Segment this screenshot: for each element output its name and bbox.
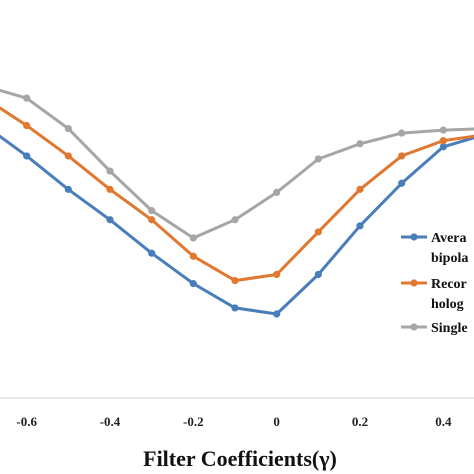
series-2 — [0, 106, 474, 285]
data-point — [189, 280, 197, 288]
data-point — [64, 185, 72, 193]
data-point — [189, 234, 197, 242]
data-point — [148, 216, 156, 224]
series-line — [0, 88, 474, 240]
data-point — [106, 185, 114, 193]
data-point — [273, 270, 281, 279]
data-point — [64, 124, 72, 133]
legend-label: Avera — [431, 231, 467, 246]
legend-label: bipola — [431, 251, 468, 266]
legend-swatch-marker — [410, 233, 418, 241]
legend-label: holog — [431, 297, 464, 312]
data-point — [398, 129, 406, 137]
data-point — [23, 94, 31, 102]
data-point — [231, 304, 239, 312]
x-tick-label: 0.2 — [352, 414, 368, 429]
x-tick-label: -0.2 — [183, 414, 204, 429]
data-point — [148, 207, 156, 215]
x-tick-label: 0.4 — [435, 414, 452, 429]
data-point — [106, 167, 114, 175]
legend: Avera bipola Recor holog Single — [401, 231, 468, 336]
data-point — [398, 152, 406, 160]
data-point — [398, 179, 406, 187]
x-tick-label: 0 — [273, 414, 280, 429]
legend-item: Avera bipola — [401, 231, 468, 266]
data-point — [439, 143, 447, 151]
data-point — [231, 216, 239, 224]
data-point — [314, 270, 322, 279]
data-point — [356, 140, 364, 148]
data-point — [439, 126, 447, 134]
legend-swatch-marker — [410, 279, 418, 287]
x-axis-label: Filter Coefficients(γ) — [143, 446, 337, 471]
series-3 — [0, 88, 474, 242]
data-point — [189, 252, 197, 260]
data-point — [231, 276, 239, 285]
x-tick-label: -0.6 — [16, 414, 37, 429]
data-point — [273, 188, 281, 196]
data-point — [273, 310, 281, 318]
data-point — [23, 152, 31, 160]
legend-item: Single — [401, 321, 468, 336]
x-tick-label: -0.4 — [100, 414, 121, 429]
data-point — [106, 216, 114, 224]
data-point — [314, 228, 322, 236]
data-point — [64, 152, 72, 160]
data-point — [356, 222, 364, 230]
axis-layer: -0.6 -0.4 -0.2 0 0.2 0.4 — [0, 397, 474, 429]
data-point — [439, 137, 447, 145]
legend-swatch-marker — [410, 323, 418, 331]
data-point — [23, 121, 31, 130]
data-point — [148, 249, 156, 257]
legend-label: Recor — [431, 277, 467, 292]
series-1 — [0, 134, 474, 318]
data-point — [314, 155, 322, 163]
legend-item: Recor holog — [401, 277, 467, 312]
series-layer — [0, 88, 474, 318]
data-point — [356, 185, 364, 193]
legend-label: Single — [431, 321, 468, 336]
